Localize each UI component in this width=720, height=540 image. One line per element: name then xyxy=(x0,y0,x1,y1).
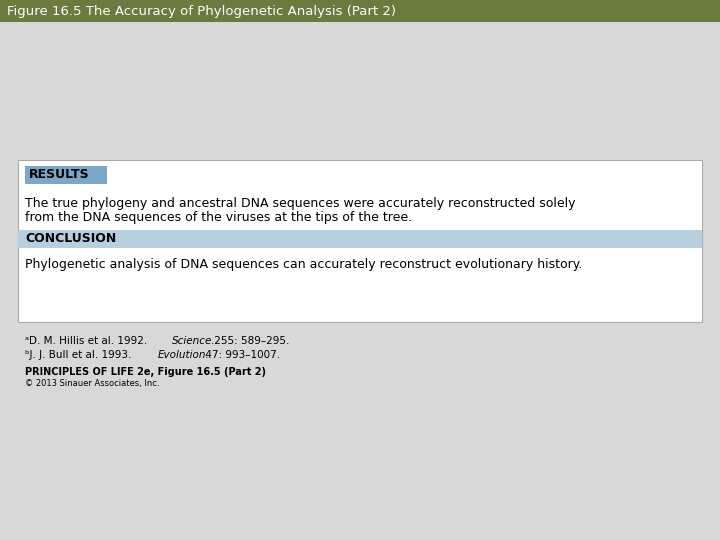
Text: from the DNA sequences of the viruses at the tips of the tree.: from the DNA sequences of the viruses at… xyxy=(25,211,412,224)
Text: CONCLUSION: CONCLUSION xyxy=(25,233,116,246)
Text: RESULTS: RESULTS xyxy=(29,168,89,181)
Bar xyxy=(18,230,702,248)
Text: 47: 993–1007.: 47: 993–1007. xyxy=(202,350,280,360)
Bar xyxy=(0,0,720,22)
Text: PRINCIPLES OF LIFE 2e, Figure 16.5 (Part 2): PRINCIPLES OF LIFE 2e, Figure 16.5 (Part… xyxy=(25,367,266,377)
Bar xyxy=(25,166,107,184)
Bar xyxy=(18,160,702,322)
Text: Figure 16.5 The Accuracy of Phylogenetic Analysis (Part 2): Figure 16.5 The Accuracy of Phylogenetic… xyxy=(7,4,396,17)
Text: Phylogenetic analysis of DNA sequences can accurately reconstruct evolutionary h: Phylogenetic analysis of DNA sequences c… xyxy=(25,258,582,271)
Text: Evolution.: Evolution. xyxy=(158,350,210,360)
Text: The true phylogeny and ancestral DNA sequences were accurately reconstructed sol: The true phylogeny and ancestral DNA seq… xyxy=(25,197,575,210)
Text: ᵃD. M. Hillis et al. 1992.: ᵃD. M. Hillis et al. 1992. xyxy=(25,336,150,346)
Text: © 2013 Sinauer Associates, Inc.: © 2013 Sinauer Associates, Inc. xyxy=(25,379,160,388)
Text: ᵇJ. J. Bull et al. 1993.: ᵇJ. J. Bull et al. 1993. xyxy=(25,350,135,360)
Text: Science.: Science. xyxy=(172,336,215,346)
Text: 255: 589–295.: 255: 589–295. xyxy=(211,336,289,346)
